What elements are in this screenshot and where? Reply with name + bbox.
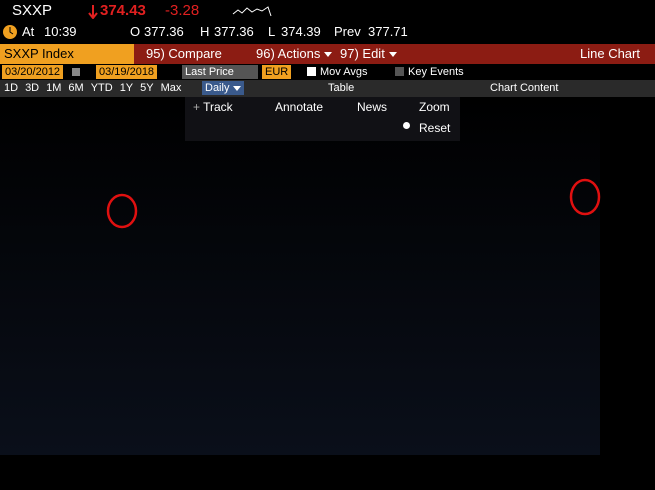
period-button[interactable]: 1Y	[119, 82, 134, 94]
start-date[interactable]: 03/20/2012	[2, 65, 64, 79]
frequency[interactable]: Daily	[202, 81, 245, 95]
end-date[interactable]: 03/19/2018	[96, 65, 158, 79]
change: -3.28	[165, 2, 200, 19]
clock-icon	[3, 25, 17, 39]
mov-avgs: Mov Avgs	[320, 66, 368, 78]
chart-content[interactable]: Chart Content	[490, 82, 559, 94]
low-label: L	[268, 24, 276, 39]
time-label: At	[22, 24, 35, 39]
annotate[interactable]: Annotate	[275, 100, 324, 114]
open: 377.36	[144, 24, 184, 39]
mov-avgs-checkbox[interactable]	[307, 67, 316, 76]
period-buttons: 1D 3D 1M 6M YTD 1Y 5Y Max	[4, 82, 188, 94]
news[interactable]: News	[357, 100, 388, 114]
highlight-circle	[569, 178, 601, 216]
actions-label: 96) Actions	[256, 46, 321, 61]
sparkline-icon	[232, 6, 272, 17]
edit-label: 97) Edit	[340, 46, 385, 61]
menu-bar: SXXP Index 95) Compare 96) Actions 97) E…	[0, 44, 655, 64]
zoom[interactable]: Zoom	[419, 100, 450, 114]
period-button[interactable]: 3D	[25, 82, 40, 94]
table-button[interactable]: Table	[328, 82, 355, 94]
high: 377.36	[214, 24, 254, 39]
time: 10:39	[44, 24, 77, 39]
key-events-checkbox[interactable]	[395, 67, 404, 76]
period-button[interactable]: 5Y	[140, 82, 154, 94]
down-arrow	[88, 5, 98, 19]
chart	[0, 97, 601, 455]
ticker: SXXP	[12, 2, 53, 19]
controls-bar: 03/20/2012 03/19/2018 Last Price EUR Mov…	[0, 64, 655, 80]
plot-background	[0, 97, 600, 455]
reset-icon	[403, 122, 410, 129]
period-bar: 1D 3D 1M 6M YTD 1Y 5Y Max Daily Table Chart Con…	[0, 80, 655, 97]
chart-toolbar: + Track Annotate News Zoom Reset	[185, 97, 460, 141]
frequency-label: Daily	[205, 82, 230, 94]
highlight-circle	[106, 193, 138, 229]
actions-menu[interactable]: 96) Actions	[256, 46, 333, 61]
period-button[interactable]: 1M	[46, 82, 62, 94]
edit-menu[interactable]: 97) Edit	[340, 46, 397, 61]
period-button[interactable]: 6M	[68, 82, 84, 94]
prev: 377.71	[368, 24, 408, 39]
compare-menu[interactable]: 95) Compare	[146, 46, 222, 61]
prev-label: Prev	[334, 24, 361, 39]
period-button[interactable]: YTD	[90, 82, 113, 94]
period-button[interactable]: 1D	[4, 82, 19, 94]
last-price: 374.43	[100, 2, 146, 19]
key-events: Key Events	[408, 66, 464, 78]
period-button[interactable]: Max	[160, 82, 182, 94]
open-label: O	[130, 24, 141, 39]
high-label: H	[200, 24, 210, 39]
field-select[interactable]: Last Price	[182, 65, 258, 79]
track-label: Track	[203, 100, 233, 114]
low: 374.39	[281, 24, 321, 39]
calendar-icon	[72, 68, 80, 76]
currency[interactable]: EUR	[262, 65, 292, 79]
security[interactable]: SXXP Index	[0, 44, 134, 64]
chart-type: Line Chart	[580, 46, 640, 61]
quote-bar: SXXP 374.43 -3.28 At 10:39 O 377.36 H 37…	[0, 0, 655, 39]
reset[interactable]: Reset	[419, 121, 451, 135]
track[interactable]: + Track	[193, 100, 233, 114]
